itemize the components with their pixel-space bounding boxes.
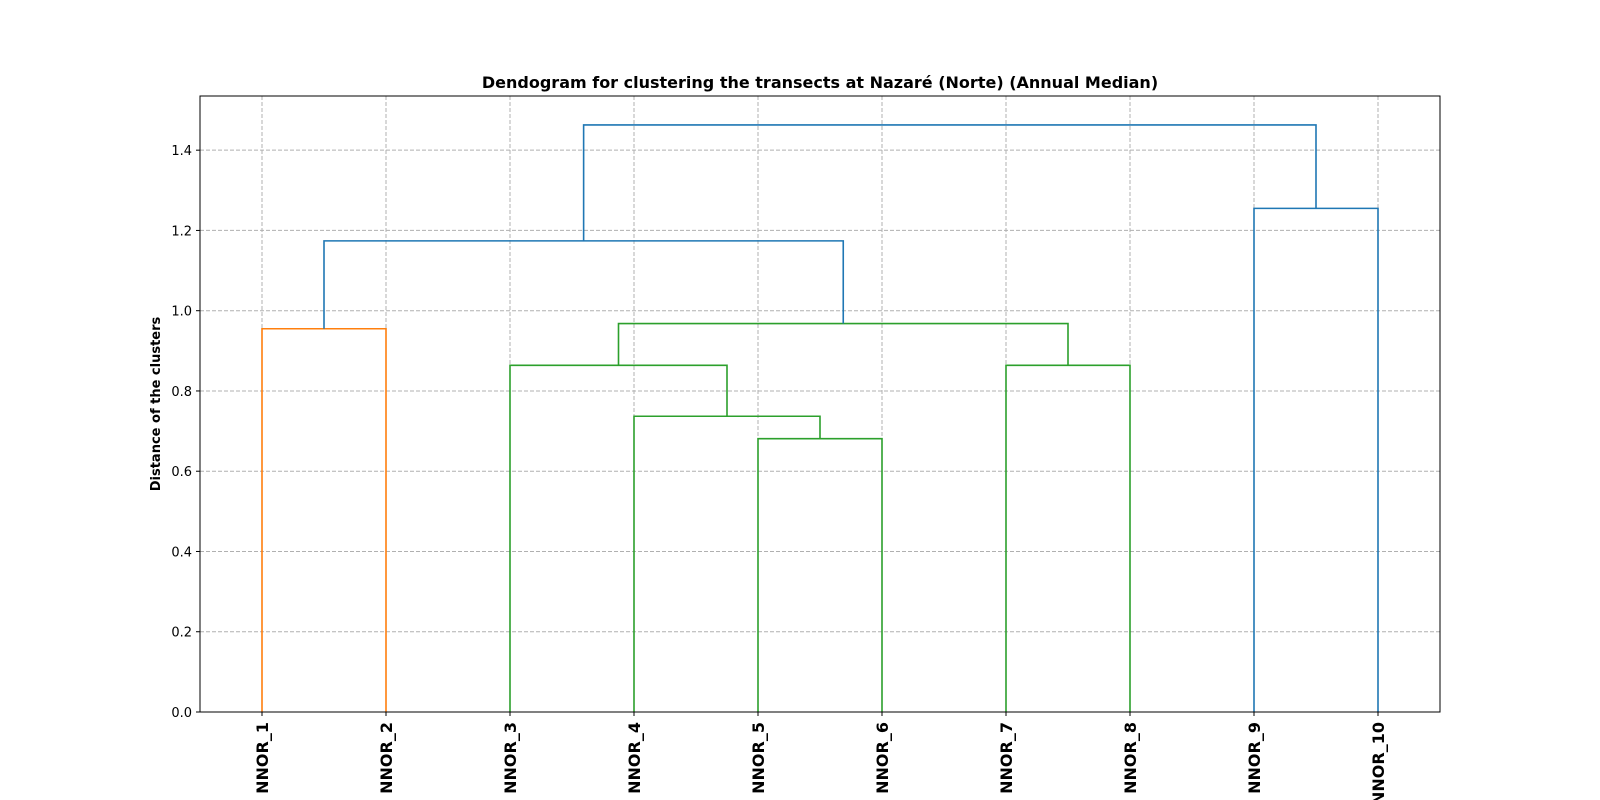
dendrogram-link bbox=[617, 322, 1069, 366]
plot-frame bbox=[199, 95, 1441, 713]
leaf-label: NNOR_1 bbox=[253, 722, 272, 794]
y-tick-label: 0.8 bbox=[171, 385, 192, 400]
y-tick-label: 0.0 bbox=[171, 706, 192, 721]
leaf-label: NNOR_8 bbox=[1121, 722, 1140, 794]
y-tick-label: 0.6 bbox=[171, 465, 192, 480]
leaf-label: NNOR_4 bbox=[625, 722, 644, 794]
leaf-label: NNOR_3 bbox=[501, 722, 520, 794]
leaf-label: NNOR_5 bbox=[749, 722, 768, 794]
y-tick-label: 1.4 bbox=[171, 144, 192, 159]
dendrogram-link bbox=[582, 124, 1317, 241]
dendrogram-link bbox=[757, 437, 883, 712]
leaf-label: NNOR_10 bbox=[1369, 722, 1388, 800]
chart-title: Dendogram for clustering the transects a… bbox=[482, 73, 1158, 92]
leaf-label: NNOR_7 bbox=[997, 722, 1016, 794]
leaf-label: NNOR_2 bbox=[377, 722, 396, 794]
dendrogram-link bbox=[633, 415, 821, 712]
leaf-label: NNOR_9 bbox=[1245, 722, 1264, 794]
y-tick-label: 1.0 bbox=[171, 305, 192, 320]
y-axis-label: Distance of the clusters bbox=[149, 316, 164, 491]
dendrogram-link bbox=[261, 327, 387, 712]
y-tick-label: 0.2 bbox=[171, 626, 192, 641]
y-tick-label: 1.2 bbox=[171, 224, 192, 239]
leaf-label: NNOR_6 bbox=[873, 722, 892, 794]
dendrogram-link bbox=[1253, 207, 1379, 712]
y-tick-label: 0.4 bbox=[171, 545, 192, 560]
